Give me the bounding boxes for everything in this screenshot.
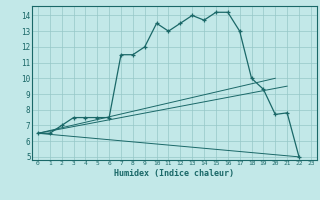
X-axis label: Humidex (Indice chaleur): Humidex (Indice chaleur) bbox=[115, 169, 234, 178]
